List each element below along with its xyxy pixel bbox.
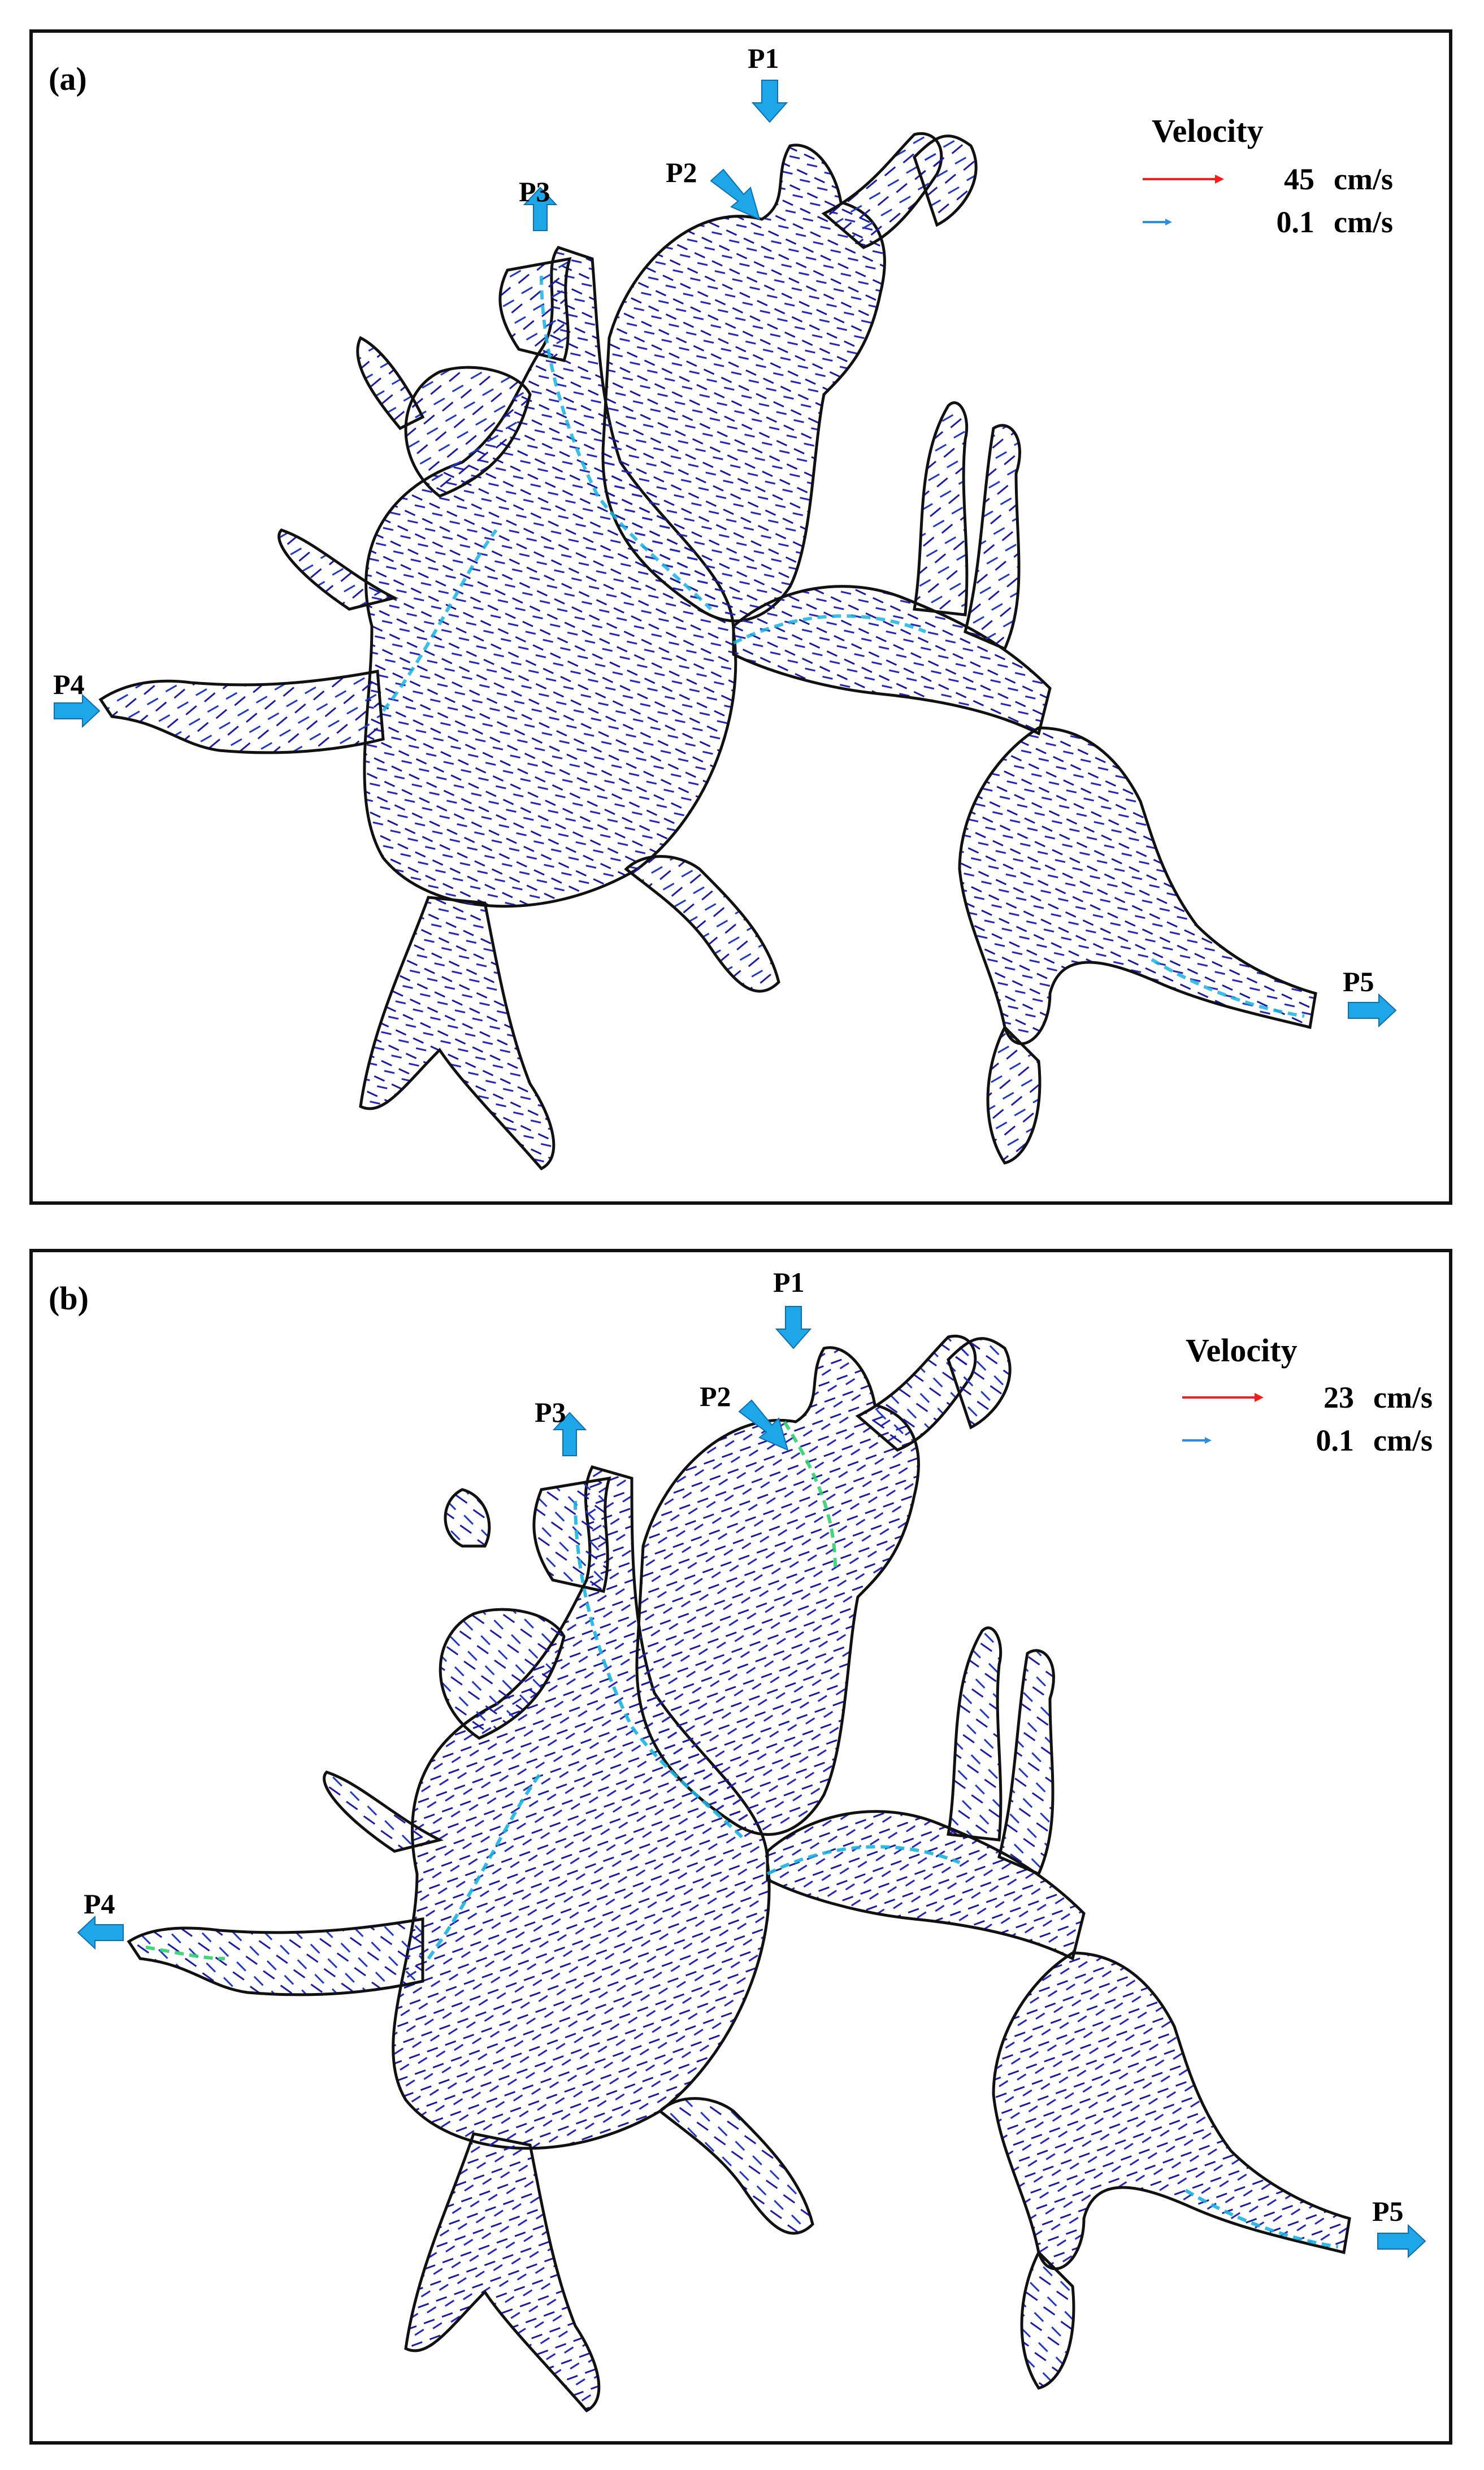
panel-a: (a) P1 P2 P3 P4 P5 Velocity 45 cm/s 0.1 …	[29, 29, 1452, 1205]
legend-entry-max: 23 cm/s	[1180, 1380, 1433, 1415]
velocity-field-map-a	[54, 80, 1397, 1171]
fast-flow-highlights-b	[145, 1421, 1339, 2248]
legend-value: 45	[1284, 162, 1314, 196]
p5-arrow	[1377, 2224, 1426, 2259]
panel-label-b: (b)	[49, 1280, 89, 1317]
port-label-p3: P3	[535, 1396, 566, 1428]
legend-unit: cm/s	[1373, 1381, 1433, 1414]
legend-arrow-blue	[1143, 219, 1172, 225]
fast-flow-highlights-a	[381, 275, 1305, 1018]
legend-title: Velocity	[1152, 112, 1264, 149]
p2-arrow	[738, 1399, 789, 1451]
estuary-outline-b	[127, 1335, 1351, 2413]
port-arrows-b	[77, 1306, 1426, 2259]
legend-arrow-red	[1182, 1393, 1264, 1402]
estuary-outline-a	[98, 132, 1317, 1171]
panel-label-a: (a)	[49, 60, 87, 97]
panel-b: (b) P1 P2 P3 P4 P5 Velocity 23 cm/s 0.1 …	[29, 1249, 1452, 2445]
p4-arrow	[77, 1915, 124, 1950]
p5-arrow	[1348, 993, 1397, 1028]
legend-entry-max: 45 cm/s	[1140, 162, 1393, 197]
port-label-p5: P5	[1372, 2195, 1404, 2227]
p3-arrow	[552, 1412, 587, 1456]
port-label-p1: P1	[773, 1266, 805, 1298]
port-label-p1: P1	[748, 42, 779, 74]
p3-arrow	[523, 186, 558, 231]
legend-value: 23	[1324, 1381, 1354, 1414]
p2-arrow	[710, 168, 761, 220]
port-label-p5: P5	[1343, 966, 1374, 997]
legend-unit: cm/s	[1373, 1423, 1433, 1457]
legend-unit: cm/s	[1334, 162, 1393, 196]
p1-arrow	[751, 80, 788, 123]
legend-entry-min: 0.1 cm/s	[1180, 1423, 1433, 1458]
port-label-p3: P3	[519, 176, 550, 207]
legend-value: 0.1	[1276, 205, 1315, 239]
legend-arrow-red	[1143, 175, 1224, 184]
legend-entry-min: 0.1 cm/s	[1140, 205, 1393, 240]
legend-unit: cm/s	[1334, 205, 1393, 239]
legend-arrow-blue	[1182, 1437, 1212, 1444]
p1-arrow	[775, 1306, 812, 1349]
port-arrows-a	[54, 80, 1397, 1028]
velocity-field-map-b	[77, 1306, 1426, 2413]
p4-arrow	[54, 693, 101, 728]
port-label-p4: P4	[84, 1888, 115, 1920]
legend-title: Velocity	[1186, 1332, 1298, 1369]
legend-value: 0.1	[1316, 1423, 1355, 1457]
port-label-p2: P2	[666, 157, 697, 188]
port-label-p2: P2	[700, 1381, 731, 1412]
port-label-p4: P4	[53, 668, 85, 700]
